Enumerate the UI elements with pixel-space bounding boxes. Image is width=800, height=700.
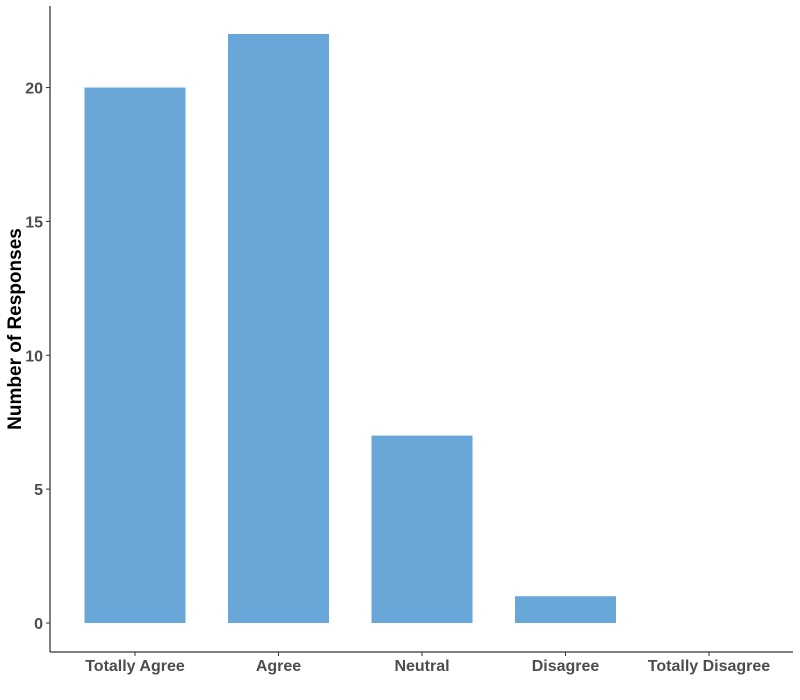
bars-layer — [84, 34, 616, 623]
bar-agree — [228, 34, 329, 623]
bar-neutral — [371, 435, 473, 623]
x-tick-label: Totally Agree — [85, 658, 185, 675]
y-axis-title: Number of Responses — [5, 228, 26, 430]
y-ticks: 0 5 10 15 20 — [25, 81, 50, 633]
y-tick-label: 10 — [25, 348, 43, 365]
bar-disagree — [515, 596, 616, 623]
x-tick-label: Agree — [256, 658, 301, 675]
y-tick-label: 5 — [34, 482, 43, 499]
y-tick-label: 0 — [34, 616, 43, 633]
y-tick-label: 20 — [25, 81, 43, 98]
y-tick-label: 15 — [25, 214, 43, 231]
x-tick-label: Neutral — [394, 658, 449, 675]
bar-totally-agree — [84, 87, 186, 623]
x-tick-label: Disagree — [532, 658, 600, 675]
x-tick-label: Totally Disagree — [648, 658, 771, 675]
x-ticks: Totally Agree Agree Neutral Disagree Totally… — [85, 652, 770, 675]
